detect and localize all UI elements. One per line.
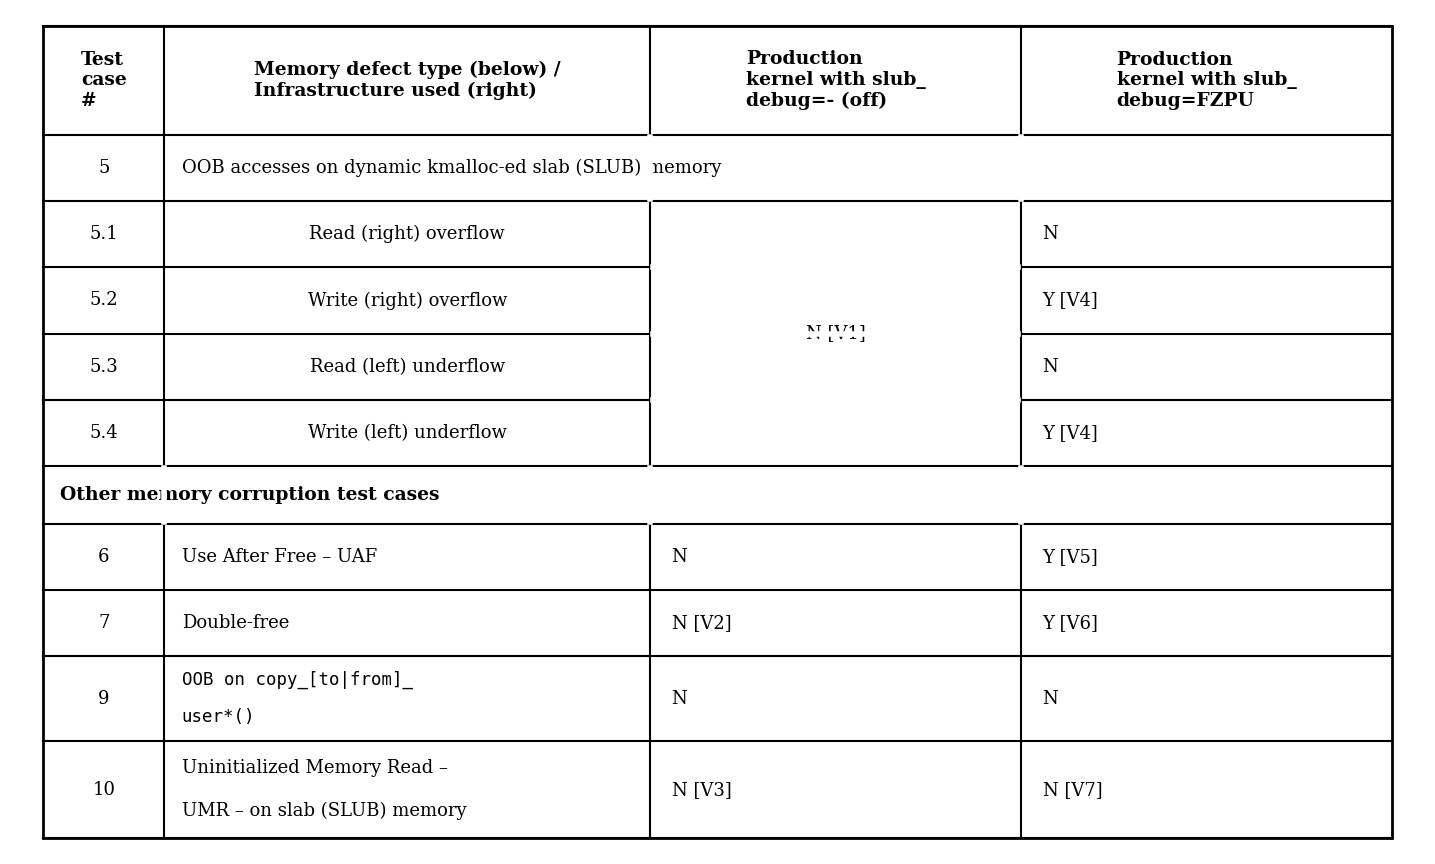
Text: Y [V4]: Y [V4]	[1043, 291, 1098, 309]
Text: user*(): user*()	[182, 708, 255, 727]
Text: 5.1: 5.1	[89, 226, 118, 243]
Text: N: N	[672, 689, 687, 708]
Text: Read (right) overflow: Read (right) overflow	[310, 226, 505, 244]
Text: N [V7]: N [V7]	[1043, 781, 1102, 798]
Text: Production
kernel with slub_
debug=FZPU: Production kernel with slub_ debug=FZPU	[1116, 51, 1296, 111]
Text: N [V1]: N [V1]	[805, 325, 865, 342]
Text: 10: 10	[92, 781, 115, 798]
Text: N: N	[1043, 226, 1058, 243]
Text: Y [V4]: Y [V4]	[1043, 424, 1098, 442]
Text: N: N	[1043, 358, 1058, 376]
Text: Read (left) underflow: Read (left) underflow	[310, 358, 505, 376]
Text: Write (right) overflow: Write (right) overflow	[307, 291, 507, 309]
Text: Test
case
#: Test case #	[80, 51, 126, 111]
Text: Write (left) underflow: Write (left) underflow	[309, 424, 507, 442]
Text: Y [V6]: Y [V6]	[1043, 614, 1098, 632]
Text: 5.4: 5.4	[89, 424, 118, 442]
Text: Production
kernel with slub_
debug=- (off): Production kernel with slub_ debug=- (of…	[746, 50, 926, 111]
Text: OOB accesses on dynamic kmalloc-ed slab (SLUB) memory: OOB accesses on dynamic kmalloc-ed slab …	[182, 159, 720, 177]
Text: OOB on copy_[to|from]_: OOB on copy_[to|from]_	[182, 671, 413, 689]
Text: 5.3: 5.3	[89, 358, 118, 376]
Text: 9: 9	[98, 689, 109, 708]
Text: 5.2: 5.2	[89, 291, 118, 309]
Text: Uninitialized Memory Read –: Uninitialized Memory Read –	[182, 759, 448, 778]
Text: 5: 5	[98, 159, 109, 177]
Text: UMR – on slab (SLUB) memory: UMR – on slab (SLUB) memory	[182, 802, 466, 820]
Text: Use After Free – UAF: Use After Free – UAF	[182, 548, 377, 566]
Text: N [V2]: N [V2]	[672, 614, 732, 632]
Text: N: N	[672, 548, 687, 566]
Text: Double-free: Double-free	[182, 614, 288, 632]
Text: Memory defect type (below) /
Infrastructure used (right): Memory defect type (below) / Infrastruct…	[254, 60, 561, 100]
Text: Other memory corruption test cases: Other memory corruption test cases	[60, 486, 439, 504]
Text: N [V3]: N [V3]	[672, 781, 732, 798]
Text: 6: 6	[98, 548, 109, 566]
Text: N: N	[1043, 689, 1058, 708]
Text: 7: 7	[98, 614, 109, 632]
Text: Y [V5]: Y [V5]	[1043, 548, 1098, 566]
